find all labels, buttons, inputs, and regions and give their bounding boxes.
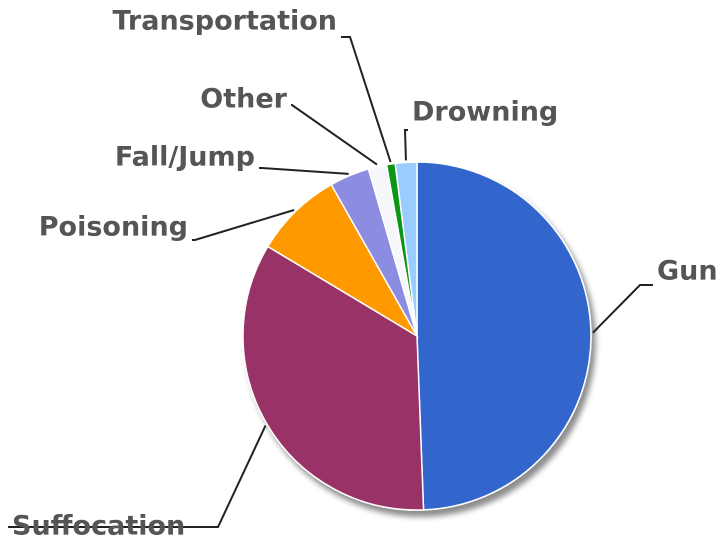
pie [242,161,592,511]
leader-line [291,104,378,166]
leader-line [341,36,392,163]
slice-label: Fall/Jump [115,142,255,173]
slice-label: Transportation [112,6,337,37]
slice-label: Other [200,84,287,115]
pie-slice [242,245,425,511]
slice-label: Suffocation [12,511,185,542]
pie-slice [416,161,592,511]
leader-line [8,425,267,528]
slice-label: Drowning [412,97,558,128]
leader-line [403,129,408,161]
leader-line [192,209,295,241]
pie-slice [266,183,420,339]
leader-line [259,167,349,175]
pie-slice [394,161,418,337]
slice-label: Gun [657,256,718,287]
leader-line [592,284,653,334]
slice-label: Poisoning [39,212,188,243]
